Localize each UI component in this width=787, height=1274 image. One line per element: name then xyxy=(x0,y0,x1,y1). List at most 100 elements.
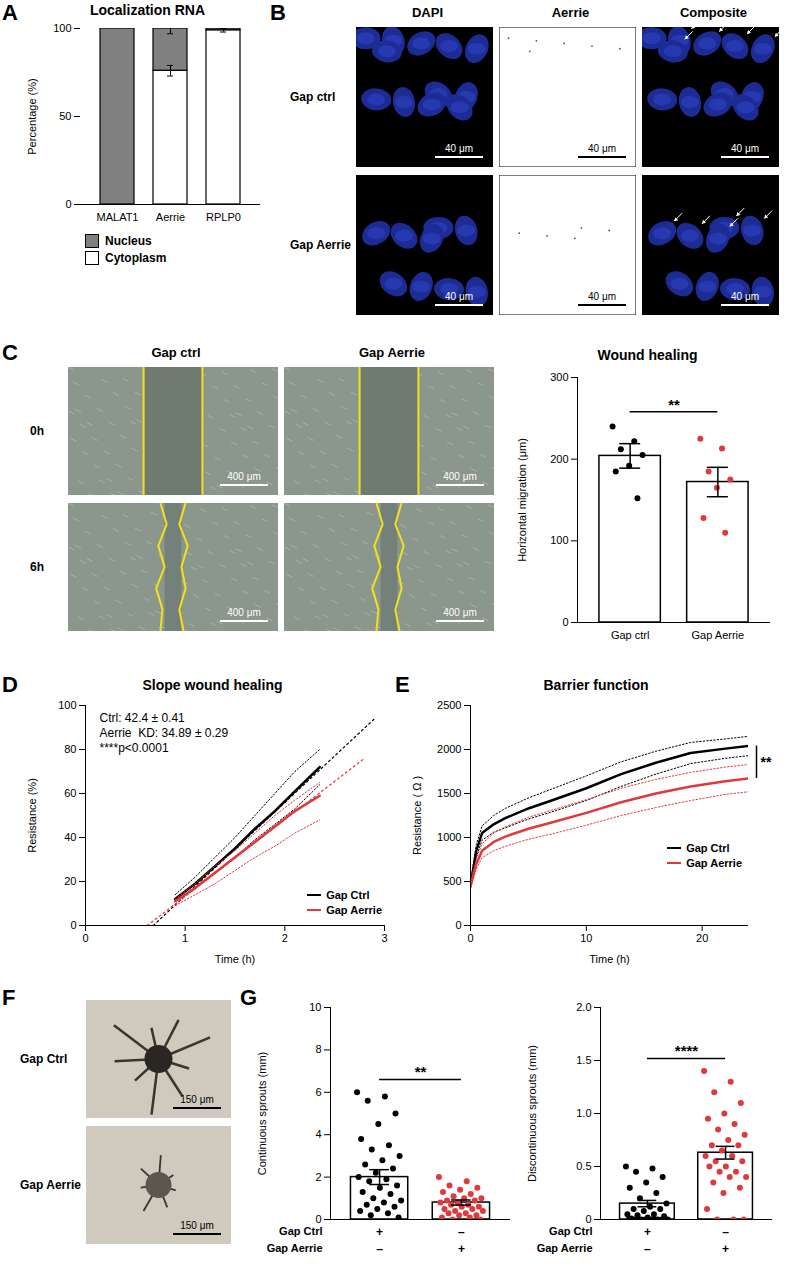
svg-text:40 μm: 40 μm xyxy=(445,143,473,154)
svg-text:Time (h): Time (h) xyxy=(215,953,256,965)
svg-text:0: 0 xyxy=(70,919,76,931)
html-text:C: C xyxy=(2,340,18,365)
svg-text:0.5: 0.5 xyxy=(576,1160,591,1172)
html-text:Composite: Composite xyxy=(679,5,748,20)
svg-text:Gap Aerrie: Gap Aerrie xyxy=(692,629,745,641)
svg-text:400 μm: 400 μm xyxy=(443,607,477,618)
html-text:Barrier function: Barrier function xyxy=(543,677,649,693)
svg-text:3: 3 xyxy=(381,932,387,944)
svg-text:0: 0 xyxy=(65,198,71,210)
svg-text:40 μm: 40 μm xyxy=(731,143,759,154)
svg-text:–: – xyxy=(376,1242,383,1256)
svg-text:40 μm: 40 μm xyxy=(588,143,616,154)
svg-text:20: 20 xyxy=(696,932,708,944)
svg-text:400 μm: 400 μm xyxy=(227,607,261,618)
svg-text:Aerrie: Aerrie xyxy=(156,211,185,223)
svg-text:+: + xyxy=(458,1242,465,1256)
svg-text:+: + xyxy=(722,1242,729,1256)
svg-text:Resistance ( Ω ): Resistance ( Ω ) xyxy=(411,776,423,855)
html-text:Wound healing: Wound healing xyxy=(597,347,698,363)
svg-text:2: 2 xyxy=(282,932,288,944)
svg-text:**: ** xyxy=(761,754,772,770)
svg-text:Percentage (%): Percentage (%) xyxy=(26,78,38,154)
svg-text:1.5: 1.5 xyxy=(576,1054,591,1066)
svg-text:****p<0.0001: ****p<0.0001 xyxy=(100,741,169,755)
svg-text:100: 100 xyxy=(58,699,76,711)
svg-text:Continuous sprouts (mm): Continuous sprouts (mm) xyxy=(256,1052,268,1176)
html-text:A: A xyxy=(2,0,18,25)
svg-text:1: 1 xyxy=(182,932,188,944)
html-text:Gap Aerrie: Gap Aerrie xyxy=(359,345,425,360)
html-text:Gap Aerrie: Gap Aerrie xyxy=(290,238,351,252)
html-text:DAPI: DAPI xyxy=(412,5,443,20)
svg-text:500: 500 xyxy=(443,875,461,887)
svg-text:Gap Ctrl: Gap Ctrl xyxy=(279,1225,322,1237)
svg-text:–: – xyxy=(458,1225,465,1239)
svg-text:300: 300 xyxy=(550,371,568,383)
html-text:E: E xyxy=(395,672,410,697)
svg-text:6: 6 xyxy=(315,1086,321,1098)
svg-text:Aerrie KD: 34.89 ± 0.29: Aerrie KD: 34.89 ± 0.29 xyxy=(100,726,229,740)
svg-text:60: 60 xyxy=(64,787,76,799)
svg-text:40 μm: 40 μm xyxy=(588,291,616,302)
svg-text:Ctrl: 42.4 ± 0.41: Ctrl: 42.4 ± 0.41 xyxy=(100,711,186,725)
svg-text:Horizontal migration (μm): Horizontal migration (μm) xyxy=(516,438,528,562)
svg-text:Discontinuous sprouts (mm): Discontinuous sprouts (mm) xyxy=(526,1045,538,1182)
html-text:Cytoplasm: Cytoplasm xyxy=(105,250,167,265)
html-text:Nucleus: Nucleus xyxy=(105,233,152,248)
svg-text:10: 10 xyxy=(580,932,592,944)
svg-text:2000: 2000 xyxy=(437,743,461,755)
svg-text:100: 100 xyxy=(53,22,71,34)
html-text:D: D xyxy=(2,672,18,697)
svg-text:400 μm: 400 μm xyxy=(227,471,261,482)
html-text:G: G xyxy=(240,985,258,1010)
svg-text:1500: 1500 xyxy=(437,787,461,799)
svg-text:+: + xyxy=(376,1225,383,1239)
svg-text:1.0: 1.0 xyxy=(576,1107,591,1119)
html-text:Gap ctrl: Gap ctrl xyxy=(151,345,201,360)
svg-text:0: 0 xyxy=(585,1213,591,1225)
svg-text:MALAT1: MALAT1 xyxy=(97,211,139,223)
svg-text:RPLP0: RPLP0 xyxy=(206,211,241,223)
svg-text:Gap Aerrie: Gap Aerrie xyxy=(537,1242,593,1254)
svg-text:Time (h): Time (h) xyxy=(589,953,630,965)
svg-text:150 μm: 150 μm xyxy=(180,1094,214,1105)
svg-text:400 μm: 400 μm xyxy=(443,471,477,482)
svg-text:40 μm: 40 μm xyxy=(445,291,473,302)
svg-text:50: 50 xyxy=(59,110,71,122)
svg-text:**: ** xyxy=(415,1063,427,1080)
svg-text:Resistance (%): Resistance (%) xyxy=(26,778,38,853)
svg-text:2500: 2500 xyxy=(437,699,461,711)
svg-text:0: 0 xyxy=(82,932,88,944)
svg-text:20: 20 xyxy=(64,875,76,887)
html-text:Gap ctrl: Gap ctrl xyxy=(290,90,336,104)
svg-text:2.0: 2.0 xyxy=(576,1001,591,1013)
svg-text:4: 4 xyxy=(315,1128,321,1140)
svg-text:8: 8 xyxy=(315,1043,321,1055)
svg-text:0: 0 xyxy=(455,919,461,931)
svg-text:0: 0 xyxy=(315,1213,321,1225)
html-text:Slope wound healing: Slope wound healing xyxy=(142,677,283,693)
svg-text:10: 10 xyxy=(309,1001,321,1013)
svg-text:80: 80 xyxy=(64,743,76,755)
svg-text:Gap Ctrl: Gap Ctrl xyxy=(549,1225,592,1237)
svg-text:200: 200 xyxy=(550,453,568,465)
svg-text:1000: 1000 xyxy=(437,831,461,843)
svg-text:Gap ctrl: Gap ctrl xyxy=(611,629,650,641)
svg-text:40 μm: 40 μm xyxy=(731,291,759,302)
svg-text:0: 0 xyxy=(562,616,568,628)
svg-text:****: **** xyxy=(675,1042,699,1059)
svg-text:150 μm: 150 μm xyxy=(180,1220,214,1231)
svg-text:–: – xyxy=(644,1242,651,1256)
svg-text:0: 0 xyxy=(467,932,473,944)
svg-text:**: ** xyxy=(668,396,680,413)
html-text:Aerrie: Aerrie xyxy=(551,5,590,20)
svg-text:–: – xyxy=(722,1225,729,1239)
svg-text:100: 100 xyxy=(550,534,568,546)
svg-text:2: 2 xyxy=(315,1171,321,1183)
html-text:B: B xyxy=(270,0,286,25)
svg-text:40: 40 xyxy=(64,831,76,843)
svg-text:Gap Aerrie: Gap Aerrie xyxy=(267,1242,323,1254)
html-text:Localization RNA: Localization RNA xyxy=(89,2,206,18)
svg-text:+: + xyxy=(644,1225,651,1239)
